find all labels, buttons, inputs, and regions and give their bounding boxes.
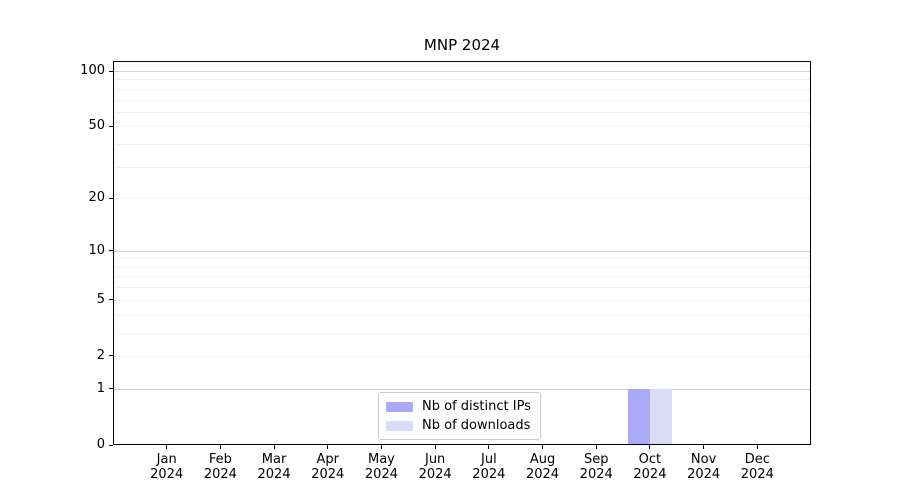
legend-entry: Nb of distinct IPs [386, 399, 531, 414]
x-tick-month: Mar [261, 452, 287, 467]
gridline-major [114, 388, 810, 390]
x-tick-label: Jun 2024 [395, 452, 475, 482]
x-tick-label: Nov 2024 [664, 452, 744, 482]
y-tick-label: 2 [96, 347, 105, 363]
x-tick-year: 2024 [633, 467, 667, 482]
legend: Nb of distinct IPs Nb of downloads [378, 392, 541, 440]
gridline-minor [114, 287, 810, 289]
x-tick-label: May 2024 [341, 452, 421, 482]
plot-area [113, 61, 811, 445]
x-tick-label: Mar 2024 [234, 452, 314, 482]
x-tick-year: 2024 [203, 467, 237, 482]
x-tick-mark [327, 445, 329, 449]
gridline-minor [114, 355, 810, 357]
x-tick-year: 2024 [687, 467, 721, 482]
x-tick-label: Jan 2024 [127, 452, 207, 482]
y-tick-mark [109, 444, 113, 446]
gridline-minor [114, 99, 810, 101]
gridline-minor [114, 299, 810, 301]
y-tick-label: 10 [88, 242, 105, 258]
x-tick-mark [595, 445, 597, 449]
x-tick-label: Aug 2024 [503, 452, 583, 482]
x-tick-month: Dec [744, 452, 770, 467]
gridline-minor [114, 166, 810, 168]
x-tick-month: Jul [481, 452, 497, 467]
x-tick-year: 2024 [311, 467, 345, 482]
x-tick-mark [166, 445, 168, 449]
x-tick-month: May [368, 452, 395, 467]
x-tick-month: Sep [583, 452, 609, 467]
gridline-minor [114, 198, 810, 200]
x-tick-month: Jun [424, 452, 446, 467]
y-tick-label: 1 [96, 380, 105, 396]
legend-label: Nb of distinct IPs [422, 399, 531, 414]
x-tick-month: Jan [156, 452, 177, 467]
x-tick-year: 2024 [579, 467, 613, 482]
x-tick-label: Dec 2024 [717, 452, 797, 482]
x-tick-year: 2024 [364, 467, 398, 482]
x-tick-mark [273, 445, 275, 449]
x-tick-month: Apr [316, 452, 340, 467]
x-tick-mark [434, 445, 436, 449]
gridline-major [114, 250, 810, 252]
legend-entry: Nb of downloads [386, 418, 531, 433]
y-tick-mark [109, 355, 113, 357]
y-tick-label: 0 [96, 437, 105, 452]
gridline-minor [114, 144, 810, 146]
x-tick-mark [542, 445, 544, 449]
y-tick-label: 100 [80, 63, 105, 79]
y-tick-mark [109, 70, 113, 72]
legend-label: Nb of downloads [422, 418, 531, 433]
x-tick-mark [488, 445, 490, 449]
y-tick-mark [109, 388, 113, 390]
x-tick-mark [756, 445, 758, 449]
x-tick-year: 2024 [525, 467, 560, 482]
x-tick-year: 2024 [418, 467, 452, 482]
gridline-minor [114, 266, 810, 268]
x-tick-month: Oct [638, 452, 662, 467]
x-tick-year: 2024 [472, 467, 506, 482]
y-tick-mark [109, 299, 113, 301]
y-tick-label: 50 [88, 118, 105, 134]
y-tick-mark [109, 125, 113, 127]
legend-swatch [386, 401, 413, 412]
x-tick-label: Jul 2024 [449, 452, 529, 482]
gridline-minor [114, 111, 810, 113]
legend-swatch [386, 420, 413, 431]
gridline-minor [114, 276, 810, 278]
x-tick-year: 2024 [257, 467, 291, 482]
x-tick-mark [703, 445, 705, 449]
x-tick-label: Sep 2024 [556, 452, 636, 482]
x-tick-label: Apr 2024 [288, 452, 368, 482]
x-tick-mark [219, 445, 221, 449]
x-tick-year: 2024 [150, 467, 184, 482]
gridline-minor [114, 314, 810, 316]
x-tick-mark [649, 445, 651, 449]
x-tick-label: Feb 2024 [180, 452, 260, 482]
y-tick-mark [109, 250, 113, 252]
gridline-minor [114, 79, 810, 81]
bar-distinct-ips [627, 388, 650, 444]
x-tick-month: Aug [529, 452, 556, 467]
x-tick-month: Nov [690, 452, 717, 467]
gridline-minor [114, 88, 810, 90]
bar-downloads [649, 388, 672, 444]
x-tick-year: 2024 [740, 467, 774, 482]
y-tick-mark [109, 197, 113, 199]
chart-title: MNP 2024 [423, 36, 501, 54]
gridline-major [114, 71, 810, 73]
y-tick-label: 5 [96, 291, 105, 307]
gridline-minor [114, 332, 810, 334]
y-tick-label: 20 [88, 190, 105, 206]
x-tick-mark [380, 445, 382, 449]
gridline-minor [114, 258, 810, 260]
x-tick-month: Feb [208, 452, 232, 467]
gridline-minor [114, 126, 810, 128]
x-tick-label: Oct 2024 [610, 452, 690, 482]
